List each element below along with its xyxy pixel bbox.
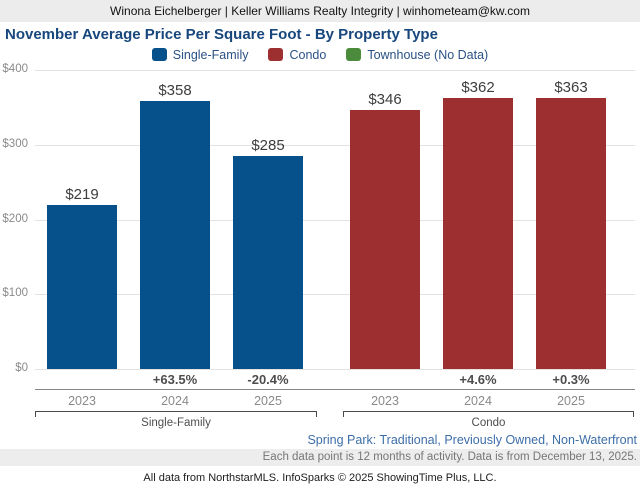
footer-filters: Spring Park: Traditional, Previously Own…	[307, 433, 637, 447]
group-label: Condo	[471, 417, 506, 429]
gridline	[35, 144, 635, 146]
bar-condo-2025	[536, 98, 606, 369]
bar-single-family-2023	[47, 205, 117, 369]
townhouse-swatch-icon	[346, 48, 362, 61]
group-label: Single-Family	[141, 417, 211, 429]
y-axis-label: $200	[2, 212, 28, 225]
gridline	[35, 369, 635, 370]
bar-value-label: $358	[158, 82, 192, 99]
bar-value-label: $362	[461, 79, 495, 96]
year-label: 2025	[254, 394, 282, 408]
condo-swatch-icon	[268, 48, 284, 61]
bar-condo-2024	[443, 98, 513, 369]
group-bracket: Single-Family	[35, 411, 317, 429]
percent-change-row: +63.5% -20.4% +4.6% +0.3%	[35, 369, 635, 390]
single-family-swatch-icon	[151, 48, 167, 61]
group-bracket: Condo	[343, 411, 634, 429]
pct-change-label: -20.4%	[247, 372, 289, 387]
contact-text: Winona Eichelberger | Keller Williams Re…	[110, 4, 530, 18]
bar-value-label: $219	[65, 186, 99, 203]
gridline	[35, 294, 635, 296]
y-axis-label: $400	[2, 63, 28, 75]
bar-value-label: $346	[368, 91, 402, 108]
pct-change-label: +63.5%	[152, 372, 198, 387]
header-contact-bar: Winona Eichelberger | Keller Williams Re…	[0, 0, 640, 22]
legend: Single-Family Condo Townhouse (No Data)	[0, 45, 640, 64]
bar-value-label: $285	[251, 137, 285, 154]
footer-attribution: All data from NorthstarMLS. InfoSparks ©…	[143, 472, 497, 484]
pct-change-label: +0.3%	[552, 372, 590, 387]
y-axis-label: $300	[2, 137, 28, 150]
plot-area: $400 $300 $200 $100 $0 $219 $358 $285 $346 $362 $…	[2, 63, 635, 374]
legend-item-townhouse[interactable]: Townhouse (No Data)	[346, 48, 488, 62]
bar-value-label: $363	[554, 79, 588, 96]
legend-item-condo[interactable]: Condo	[268, 48, 326, 62]
legend-label: Townhouse (No Data)	[367, 47, 489, 62]
x-axis-years-row: 2023 2024 2025 2023 2024 2025	[35, 390, 635, 410]
page-title: November Average Price Per Square Foot -…	[5, 26, 438, 43]
footer-data-note: Each data point is 12 months of activity…	[0, 449, 640, 466]
year-label: 2023	[371, 394, 399, 408]
year-label: 2025	[557, 394, 585, 408]
group-brackets-row: Single-Family Condo	[35, 410, 635, 429]
bar-single-family-2025	[233, 156, 303, 369]
legend-label: Single-Family	[172, 47, 249, 62]
legend-label: Condo	[289, 47, 327, 62]
pct-change-label: +4.6%	[459, 372, 497, 387]
y-axis-label: $0	[15, 362, 28, 374]
bar-condo-2023	[350, 110, 420, 369]
gridline	[35, 70, 635, 71]
group-bracket-line	[343, 411, 634, 417]
gridline	[35, 219, 635, 221]
year-label: 2023	[68, 394, 96, 408]
year-label: 2024	[161, 394, 189, 408]
legend-item-single-family[interactable]: Single-Family	[151, 47, 249, 62]
y-axis-label: $100	[2, 287, 28, 300]
group-bracket-line	[35, 411, 317, 417]
y-axis: $400 $300 $200 $100 $0	[0, 63, 30, 374]
year-label: 2024	[464, 394, 492, 408]
bar-single-family-2024	[140, 101, 210, 369]
